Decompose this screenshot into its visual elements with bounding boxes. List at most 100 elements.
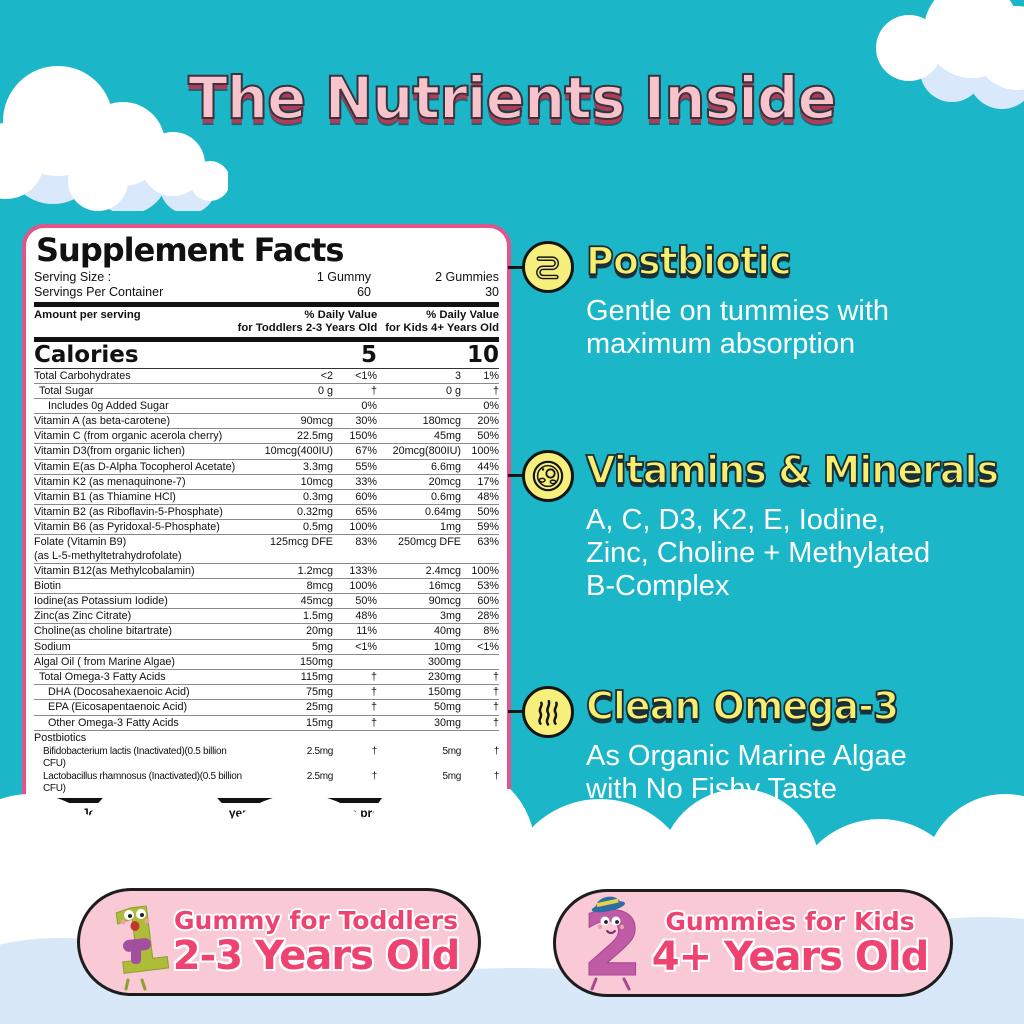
nutrient-name: Vitamin D3(from organic lichen): [34, 445, 186, 458]
nutrient-row: Vitamin B1 (as Thiamine HCl) 0.3mg 60% 0…: [34, 490, 499, 506]
daily-value-kids: 63%: [477, 536, 499, 549]
amount-kids: 180mcg: [422, 415, 461, 428]
serving-size-col1: 1 Gummy: [316, 269, 371, 284]
callout-body: A, C, D3, K2, E, Iodine, Zinc, Choline +…: [586, 504, 931, 603]
amount-toddlers: 5mg: [311, 640, 333, 653]
amount-kids: 3: [454, 369, 461, 382]
nutrient-row: Sodium 5mg <1% 10mg <1%: [34, 640, 499, 655]
nutrient-name: Total Omega-3 Fatty Acids: [39, 671, 166, 683]
footnote-2: **Percent Daily Values are based on a 20…: [34, 867, 315, 880]
nutrient-name: Choline(as choline bitartrate): [34, 625, 173, 638]
daily-value-kids: †: [492, 384, 499, 397]
amount-kids: 40mg: [433, 625, 461, 638]
amount-kids: 3mg: [439, 610, 461, 623]
nutrient-name: Vitamin B12(as Methylcobalamin): [34, 564, 195, 577]
callout-body: Gentle on tummies with maximum absorptio…: [586, 295, 890, 361]
amount-kids: 150mg: [427, 686, 461, 699]
daily-value-toddlers: †: [371, 771, 378, 783]
daily-value-toddlers: 48%: [355, 610, 377, 623]
omega3-circle: [522, 686, 574, 738]
daily-value-toddlers: 133%: [349, 564, 377, 577]
daily-value-kids: 44%: [477, 460, 499, 473]
serving-size-label: Serving Size :: [34, 269, 112, 284]
amount-toddlers: 1.2mcg: [297, 564, 333, 577]
amount-toddlers: 22.5mg: [296, 430, 333, 443]
badge-toddlers-line1: Gummy for Toddlers: [174, 905, 458, 935]
daily-value-toddlers: 55%: [355, 460, 377, 473]
amount-toddlers: 10mcg(400IU): [264, 445, 333, 458]
amount-toddlers: 0.32mg: [296, 506, 333, 519]
daily-value-kids: 50%: [477, 506, 499, 519]
divider-thick: [34, 301, 499, 307]
amount-kids: 230mg: [427, 671, 461, 683]
nutrient-name: Algal Oil ( from Marine Algae): [34, 655, 176, 668]
nutrient-row: Total Carbohydrates <2 <1% 3 1%: [34, 369, 499, 384]
daily-value-kids: †: [492, 671, 499, 683]
nutrient-row: Choline(as choline bitartrate) 20mg 11% …: [34, 624, 499, 640]
amount-kids: 5mg: [442, 771, 461, 783]
daily-value-toddlers: †: [370, 384, 377, 397]
daily-value-toddlers: 50%: [355, 595, 377, 608]
daily-value-toddlers: 11%: [356, 625, 377, 638]
calories-value-toddlers: 5: [360, 341, 377, 368]
nutrient-row: Zinc(as Zinc Citrate) 1.5mg 48% 3mg 28%: [34, 609, 499, 625]
daily-value-kids: 28%: [477, 610, 499, 623]
page-title: The Nutrients Inside: [187, 63, 838, 133]
daily-value-toddlers: 83%: [355, 536, 377, 549]
daily-value-toddlers: 150%: [349, 430, 377, 443]
divider-thick: [34, 797, 499, 803]
daily-value-kids: †: [492, 701, 499, 714]
nutrient-name: Vitamin B2 (as Riboflavin-5-Phosphate): [34, 506, 223, 519]
amount-toddlers: 75mg: [305, 686, 333, 699]
supplement-facts-heading: Supplement Facts: [36, 231, 344, 269]
badge-toddlers-line2: 2-3 Years Old: [172, 932, 460, 979]
daily-value-kids: 20%: [477, 415, 499, 428]
daily-value-kids: 17%: [477, 475, 499, 488]
amount-toddlers: 8mcg: [306, 579, 333, 592]
amount-kids: 250mcg DFE: [397, 536, 461, 549]
amount-per-serving-label: Amount per serving: [34, 308, 141, 321]
daily-value-kids: 53%: [477, 579, 499, 592]
nutrient-row: DHA (Docosahexaenoic Acid) 75mg † 150mg …: [34, 685, 499, 701]
amount-toddlers: 115mg: [300, 671, 333, 683]
calories-label: Calories: [34, 341, 139, 368]
nutrient-row: Lactobacillus rhamnosus (Inactivated)(0.…: [34, 770, 499, 795]
divider-thin: [34, 850, 499, 852]
amount-toddlers: 15mg: [305, 716, 333, 729]
nutrient-row: Bifidobacterium lactis (Inactivated)(0.5…: [34, 745, 499, 770]
nutrient-rows: Total Carbohydrates <2 <1% 3 1% Total Su…: [34, 369, 499, 796]
servings-per-container-row: Servings Per Container 60 30: [34, 285, 499, 300]
nutrient-row: Iodine(as Potassium Iodide) 45mcg 50% 90…: [34, 594, 499, 610]
amount-toddlers: 1.5mg: [302, 610, 333, 623]
nutrient-row: Total Sugar 0 g † 0 g †: [34, 384, 499, 399]
daily-value-toddlers: 30%: [355, 415, 377, 428]
amount-kids: 0.6mg: [430, 490, 461, 503]
daily-value-toddlers-header: % Daily Value for Toddlers 2-3 Years Old: [237, 308, 378, 334]
daily-value-kids: †: [493, 771, 500, 783]
amount-toddlers: 10mcg: [300, 475, 333, 488]
nutrient-name: Folate (Vitamin B9) (as L-5-methyltetrahy…: [34, 536, 182, 562]
servings-col1: 60: [357, 284, 371, 299]
nutrient-row: Postbiotics: [34, 731, 499, 745]
daily-value-kids: 48%: [477, 490, 499, 503]
daily-value-kids: 100%: [471, 445, 499, 458]
algae-icon: [538, 699, 558, 726]
daily-value-kids: 60%: [477, 595, 499, 608]
nutrient-row: EPA (Eicosapentaenoic Acid) 25mg † 50mg …: [34, 700, 499, 716]
daily-value-toddlers: 67%: [355, 445, 377, 458]
nutrient-name: Bifidobacterium lactis (Inactivated)(0.5…: [43, 745, 227, 770]
nutrient-row: Total Omega-3 Fatty Acids 115mg † 230mg …: [34, 670, 499, 686]
postbiotic-circle: [522, 241, 574, 293]
nutrient-name: EPA (Eicosapentaenoic Acid): [48, 701, 188, 714]
nutrient-row: Vitamin E(as D-Alpha Tocopherol Acetate)…: [34, 460, 499, 475]
calories-value-kids: 10: [466, 341, 499, 368]
badge-kids-line1: Gummies for Kids: [665, 906, 915, 936]
amount-kids: 0.64mg: [424, 506, 461, 519]
daily-value-toddlers: <1%: [355, 640, 377, 653]
daily-value-toddlers: <1%: [355, 369, 377, 382]
callout-body: As Organic Marine Algae with No Fishy Ta…: [586, 740, 907, 806]
nutrient-name: Sodium: [34, 640, 71, 653]
servings-col2: 30: [485, 284, 499, 299]
technology-note: GummieJel® Technology's dual-layer desig…: [34, 805, 490, 848]
daily-value-toddlers: 100%: [349, 521, 377, 534]
